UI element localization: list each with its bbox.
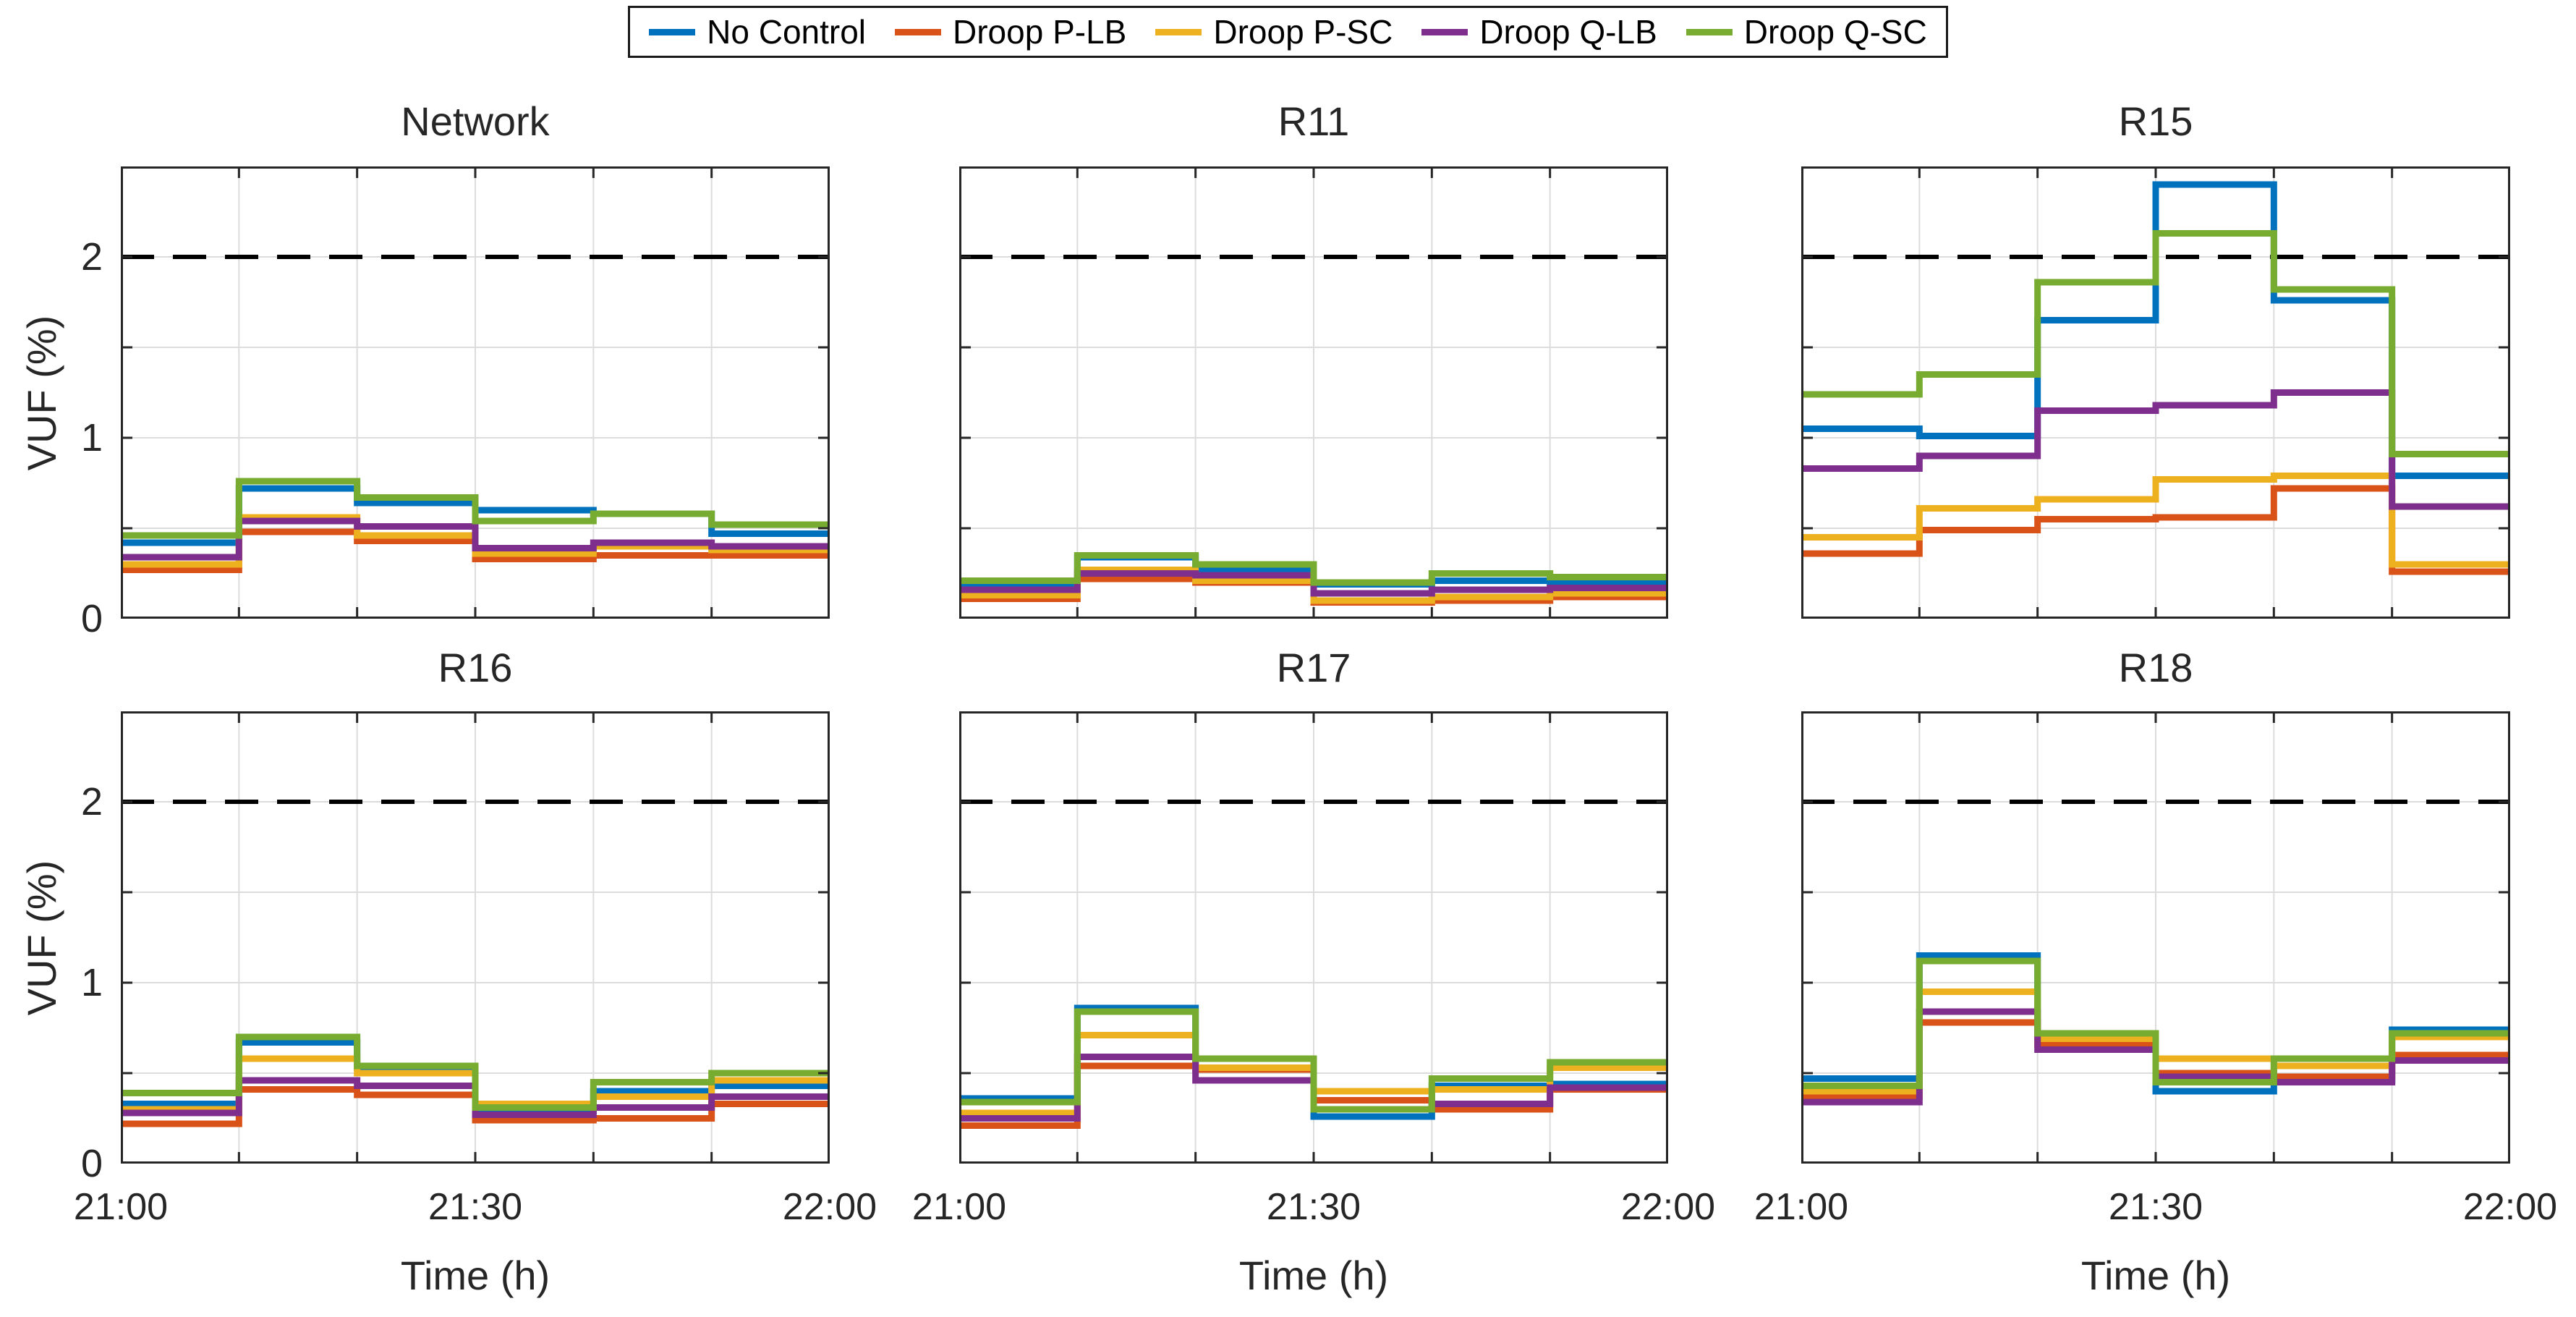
ytick-label-2: 2: [80, 235, 103, 279]
line-swatch-droop-q-sc: [1686, 28, 1733, 35]
xtick-label: 21:00: [1754, 1186, 1849, 1228]
subplot-r11: [959, 166, 1668, 619]
ytick-label-1: 1: [80, 416, 103, 460]
xtick-label: 22:00: [782, 1186, 877, 1228]
legend-label: Droop P-LB: [953, 13, 1127, 51]
line-swatch-droop-p-sc: [1155, 28, 1202, 35]
xtick-label: 21:30: [428, 1186, 523, 1228]
subplot-title-r15: R15: [2118, 98, 2193, 144]
subplot-r15: [1801, 166, 2510, 619]
chart-canvas-r17: [959, 711, 1668, 1164]
y-axis-label: VUF (%): [19, 860, 64, 1016]
x-axis-label: Time (h): [400, 1253, 551, 1298]
chart-canvas-r16: [121, 711, 830, 1164]
chart-canvas-r18: [1801, 711, 2510, 1164]
line-swatch-droop-q-lb: [1421, 28, 1468, 35]
legend-box: No Control Droop P-LB Droop P-SC Droop Q…: [628, 6, 1948, 58]
legend-item-droop-p-sc: Droop P-SC: [1155, 15, 1393, 48]
xtick-label: 21:00: [73, 1186, 169, 1228]
subplot-r16: [121, 711, 830, 1164]
subplot-r17: [959, 711, 1668, 1164]
xtick-label: 22:00: [2462, 1186, 2558, 1228]
xtick-label: 22:00: [1620, 1186, 1716, 1228]
ytick-label-2: 2: [80, 780, 103, 823]
subplot-title-network: Network: [401, 98, 550, 144]
x-axis-label: Time (h): [2080, 1253, 2231, 1298]
line-swatch-no-control: [649, 28, 696, 35]
line-swatch-droop-p-lb: [895, 28, 942, 35]
xtick-label: 21:30: [2108, 1186, 2203, 1228]
chart-canvas-network: [121, 166, 830, 619]
xtick-label: 21:00: [911, 1186, 1007, 1228]
legend: No Control Droop P-LB Droop P-SC Droop Q…: [0, 6, 2576, 58]
legend-item-droop-p-lb: Droop P-LB: [895, 15, 1126, 48]
ytick-label-0: 0: [80, 597, 103, 640]
ytick-label-0: 0: [80, 1142, 103, 1185]
subplot-r18: [1801, 711, 2510, 1164]
ytick-label-1: 1: [80, 961, 103, 1004]
legend-item-no-control: No Control: [649, 15, 866, 48]
subplot-network: [121, 166, 830, 619]
chart-canvas-r11: [959, 166, 1668, 619]
subplot-title-r11: R11: [1278, 98, 1350, 144]
legend-label: No Control: [707, 13, 867, 51]
y-axis-label: VUF (%): [19, 315, 64, 471]
chart-canvas-r15: [1801, 166, 2510, 619]
xtick-label: 21:30: [1266, 1186, 1361, 1228]
legend-label: Droop Q-LB: [1479, 13, 1657, 51]
legend-label: Droop P-SC: [1213, 13, 1393, 51]
subplot-title-r16: R16: [438, 645, 513, 690]
x-axis-label: Time (h): [1238, 1253, 1389, 1298]
subplot-title-r17: R17: [1276, 645, 1351, 690]
legend-label: Droop Q-SC: [1743, 13, 1927, 51]
legend-item-droop-q-sc: Droop Q-SC: [1686, 15, 1927, 48]
legend-item-droop-q-lb: Droop Q-LB: [1421, 15, 1657, 48]
subplot-title-r18: R18: [2118, 645, 2193, 690]
